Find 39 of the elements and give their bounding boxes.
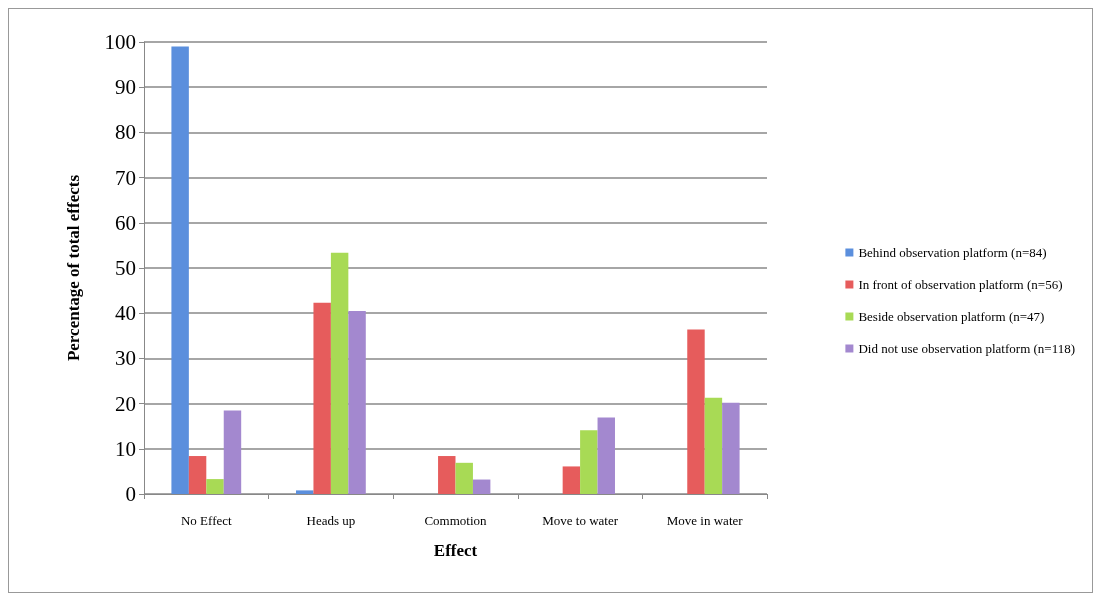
bar xyxy=(722,402,740,494)
bar xyxy=(171,46,189,494)
bar xyxy=(296,490,314,494)
legend-label: Beside observation platform (n=47) xyxy=(858,309,1045,324)
x-tick-label: Commotion xyxy=(424,513,488,528)
bar xyxy=(223,410,242,494)
bar xyxy=(188,456,207,494)
y-tick-label: 30 xyxy=(115,346,136,371)
bar xyxy=(206,479,224,494)
y-tick-label: 90 xyxy=(115,75,136,100)
bar xyxy=(597,417,615,494)
bar xyxy=(438,456,456,494)
y-tick-label: 100 xyxy=(104,30,136,54)
bar xyxy=(562,466,581,494)
y-tick-label: 80 xyxy=(115,120,136,145)
bar xyxy=(348,310,366,494)
legend-label: Did not use observation platform (n=118) xyxy=(858,341,1076,356)
x-tick-label: Move in water xyxy=(666,513,744,528)
y-axis-title: Percentage of total effects xyxy=(64,174,83,362)
bar xyxy=(455,462,473,494)
y-tick-label: 50 xyxy=(115,256,136,280)
legend-label: In front of observation platform (n=56) xyxy=(858,277,1063,292)
bar xyxy=(313,302,331,494)
bar xyxy=(330,252,349,494)
y-tick-label: 0 xyxy=(125,482,136,506)
x-tick-label: Move to water xyxy=(542,513,619,528)
y-tick-label: 70 xyxy=(115,165,136,190)
bar xyxy=(580,430,598,494)
y-tick-label: 10 xyxy=(115,436,136,461)
x-tick-label: No Effect xyxy=(180,513,233,528)
legend-label: Behind observation platform (n=84) xyxy=(858,245,1047,260)
x-tick-label: Heads up xyxy=(306,513,356,528)
y-tick-label: 40 xyxy=(115,301,136,326)
bar xyxy=(687,329,705,494)
y-tick-label: 60 xyxy=(115,210,136,235)
bar xyxy=(472,479,491,494)
y-tick-label: 20 xyxy=(115,391,136,416)
x-axis-title: Effect xyxy=(433,541,478,560)
bar xyxy=(704,397,723,494)
